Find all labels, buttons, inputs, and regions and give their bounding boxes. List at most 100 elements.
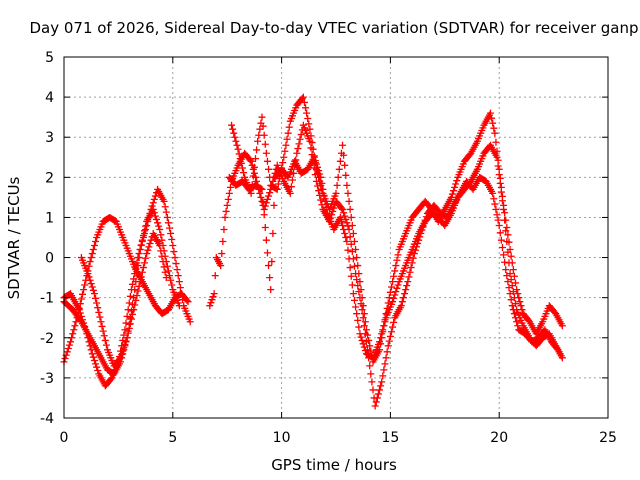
- data-point: [69, 330, 77, 338]
- data-point: [134, 262, 142, 270]
- y-tick-label: -3: [40, 371, 54, 387]
- data-point: [349, 290, 357, 298]
- data-point: [251, 155, 259, 163]
- data-point: [347, 272, 355, 280]
- data-point: [341, 161, 349, 169]
- data-point: [217, 262, 225, 270]
- data-point: [381, 360, 389, 368]
- data-point: [208, 296, 216, 304]
- data-point: [349, 229, 357, 237]
- data-point: [290, 169, 298, 177]
- data-point: [236, 155, 244, 163]
- data-point: [171, 254, 179, 262]
- data-point: [507, 276, 515, 284]
- data-point: [505, 259, 513, 267]
- data-point: [90, 242, 98, 250]
- data-point: [318, 179, 326, 187]
- data-point: [344, 222, 352, 230]
- data-point: [70, 326, 78, 334]
- data-point: [389, 278, 397, 286]
- data-point: [504, 231, 512, 239]
- data-point: [115, 355, 123, 363]
- series-track-g: [225, 141, 564, 362]
- data-point: [373, 394, 381, 402]
- data-point: [320, 191, 328, 199]
- data-point: [77, 295, 85, 303]
- data-point: [510, 272, 518, 280]
- data-point: [262, 236, 270, 244]
- data-point: [229, 125, 237, 133]
- y-axis-label: SDTVAR / TECUs: [5, 176, 23, 299]
- data-point: [93, 363, 101, 371]
- data-point: [340, 225, 348, 233]
- data-point: [321, 197, 329, 205]
- data-point: [132, 296, 140, 304]
- data-point: [501, 216, 509, 224]
- data-point: [259, 198, 267, 206]
- data-point: [250, 163, 258, 171]
- x-tick-label: 0: [60, 430, 69, 446]
- data-point: [312, 160, 320, 168]
- data-point: [122, 319, 130, 327]
- data-point: [558, 322, 566, 330]
- data-point: [362, 326, 370, 334]
- data-point: [508, 282, 516, 290]
- data-point: [339, 205, 347, 213]
- data-point: [123, 334, 131, 342]
- data-point: [225, 189, 233, 197]
- data-point: [262, 149, 270, 157]
- chart-title: Day 071 of 2026, Sidereal Day-to-day VTE…: [29, 19, 638, 37]
- data-point: [295, 140, 303, 148]
- data-point: [390, 294, 398, 302]
- data-point: [220, 225, 228, 233]
- data-point: [503, 223, 511, 231]
- data-point: [120, 344, 128, 352]
- data-point: [502, 266, 510, 274]
- data-point: [304, 115, 312, 123]
- data-point: [268, 258, 276, 266]
- data-point: [387, 283, 395, 291]
- data-point: [343, 181, 351, 189]
- axis-ticks: 0 5 10 15 20 25 -4 -3 -2 -1 0 1 2 3 4 5: [40, 50, 617, 446]
- x-tick-label: 25: [599, 430, 617, 446]
- data-point: [274, 180, 282, 188]
- data-point: [80, 286, 88, 294]
- data-point: [310, 153, 318, 161]
- data-point: [168, 236, 176, 244]
- data-point: [383, 348, 391, 356]
- data-point: [390, 318, 398, 326]
- data-point: [337, 217, 345, 225]
- data-point: [162, 274, 170, 282]
- data-point: [347, 213, 355, 221]
- data-point: [284, 129, 292, 137]
- data-point: [253, 146, 261, 154]
- data-point: [360, 322, 368, 330]
- data-point: [135, 282, 143, 290]
- data-point: [318, 201, 326, 209]
- data-point: [89, 353, 97, 361]
- data-point: [176, 284, 184, 292]
- data-point: [453, 177, 461, 185]
- data-point: [266, 189, 274, 197]
- data-point: [139, 231, 147, 239]
- y-tick-label: 0: [45, 251, 54, 267]
- data-point: [307, 132, 315, 140]
- data-point: [124, 329, 132, 337]
- data-point: [336, 157, 344, 165]
- data-point: [342, 215, 350, 223]
- data-point: [341, 229, 349, 237]
- data-point: [504, 248, 512, 256]
- data-point: [359, 314, 367, 322]
- data-point: [119, 347, 127, 355]
- data-point: [123, 312, 131, 320]
- data-point: [447, 193, 455, 201]
- data-point: [122, 337, 130, 345]
- data-point: [399, 294, 407, 302]
- data-point: [247, 157, 255, 165]
- data-point: [491, 129, 499, 137]
- data-point: [141, 259, 149, 267]
- data-point: [164, 267, 172, 275]
- data-point: [88, 283, 96, 291]
- data-point: [314, 182, 322, 190]
- data-point: [285, 123, 293, 131]
